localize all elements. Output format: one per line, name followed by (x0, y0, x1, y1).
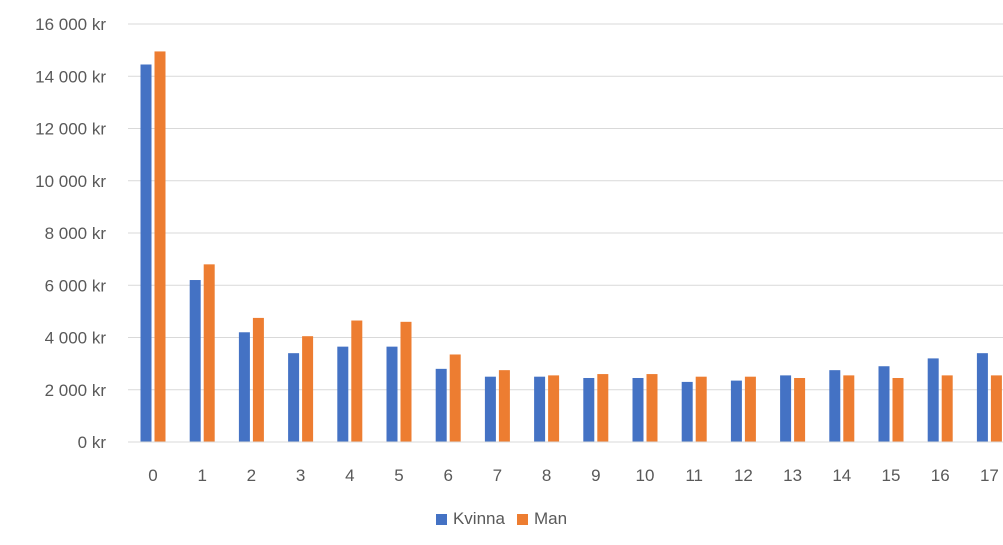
bars (140, 51, 1002, 443)
x-tick-label: 5 (394, 466, 403, 485)
x-tick-label: 1 (197, 466, 206, 485)
y-tick-label: 2 000 kr (45, 381, 107, 400)
legend-label-man: Man (533, 509, 568, 528)
x-tick-label: 0 (148, 466, 157, 485)
bar-man-10 (646, 374, 658, 442)
bar-kvinna-12 (730, 380, 742, 442)
legend-item-kvinna: Kvinna (435, 509, 505, 529)
x-tick-label: 4 (345, 466, 354, 485)
y-tick-label: 6 000 kr (45, 276, 107, 295)
bar-man-6 (449, 354, 461, 442)
bar-man-15 (892, 377, 904, 442)
x-tick-label: 3 (296, 466, 305, 485)
bar-kvinna-15 (878, 366, 890, 442)
y-tick-label: 4 000 kr (45, 329, 107, 348)
bar-man-17 (990, 375, 1002, 442)
bar-kvinna-13 (780, 375, 792, 442)
x-tick-label: 9 (591, 466, 600, 485)
x-axis-tick-labels: 0 1 2 3 4 5 6 7 8 9 10 11 12 13 14 15 16 17 (148, 466, 999, 485)
x-tick-label: 14 (832, 466, 851, 485)
x-tick-label: 8 (542, 466, 551, 485)
bar-man-11 (695, 376, 707, 442)
y-axis-tick-labels: 0 kr 2 000 kr 4 000 kr 6 000 kr 8 000 kr 10 0… (35, 15, 106, 452)
y-tick-label: 10 000 kr (35, 172, 106, 191)
bar-kvinna-4 (337, 346, 349, 442)
bar-kvinna-2 (238, 332, 250, 442)
bar-man-13 (794, 377, 806, 442)
x-tick-label: 13 (783, 466, 802, 485)
gridlines (128, 23, 1003, 391)
legend-item-man: Man (516, 509, 568, 529)
x-tick-label: 17 (980, 466, 999, 485)
x-tick-label: 16 (931, 466, 950, 485)
bar-kvinna-9 (583, 377, 595, 442)
x-tick-label: 7 (493, 466, 502, 485)
bar-man-0 (154, 51, 166, 443)
bar-kvinna-8 (534, 376, 546, 442)
x-tick-label: 6 (443, 466, 452, 485)
x-tick-label: 2 (247, 466, 256, 485)
y-tick-label: 12 000 kr (35, 120, 106, 139)
bar-kvinna-1 (189, 280, 201, 442)
bar-kvinna-11 (681, 381, 693, 442)
bar-man-5 (400, 321, 412, 442)
x-tick-label: 12 (734, 466, 753, 485)
legend-swatch-kvinna (435, 513, 447, 525)
bar-man-7 (498, 370, 510, 442)
bar-man-14 (843, 375, 855, 442)
bar-kvinna-0 (140, 64, 152, 443)
bar-man-4 (351, 320, 363, 442)
bar-man-16 (941, 375, 953, 442)
bar-kvinna-16 (927, 358, 939, 442)
y-tick-label: 16 000 kr (35, 15, 106, 34)
x-tick-label: 11 (685, 466, 703, 485)
bar-man-2 (252, 317, 264, 442)
legend-label-kvinna: Kvinna (452, 509, 505, 528)
y-tick-label: 14 000 kr (35, 67, 106, 86)
bar-kvinna-14 (829, 370, 841, 442)
bar-man-9 (597, 374, 609, 442)
bar-kvinna-5 (386, 346, 398, 442)
x-tick-label: 10 (636, 466, 655, 485)
y-tick-label: 8 000 kr (45, 224, 107, 243)
bar-man-3 (302, 336, 314, 442)
legend: Kvinna Man (0, 509, 1003, 529)
bar-kvinna-17 (976, 353, 988, 442)
bar-man-8 (548, 375, 560, 442)
bar-kvinna-3 (288, 353, 300, 442)
legend-swatch-man (516, 513, 528, 525)
bar-kvinna-10 (632, 377, 644, 442)
bar-man-1 (203, 264, 215, 442)
x-tick-label: 15 (882, 466, 901, 485)
bar-kvinna-7 (484, 376, 496, 442)
bar-man-12 (744, 376, 756, 442)
y-tick-label: 0 kr (78, 433, 107, 452)
bar-kvinna-6 (435, 368, 447, 442)
